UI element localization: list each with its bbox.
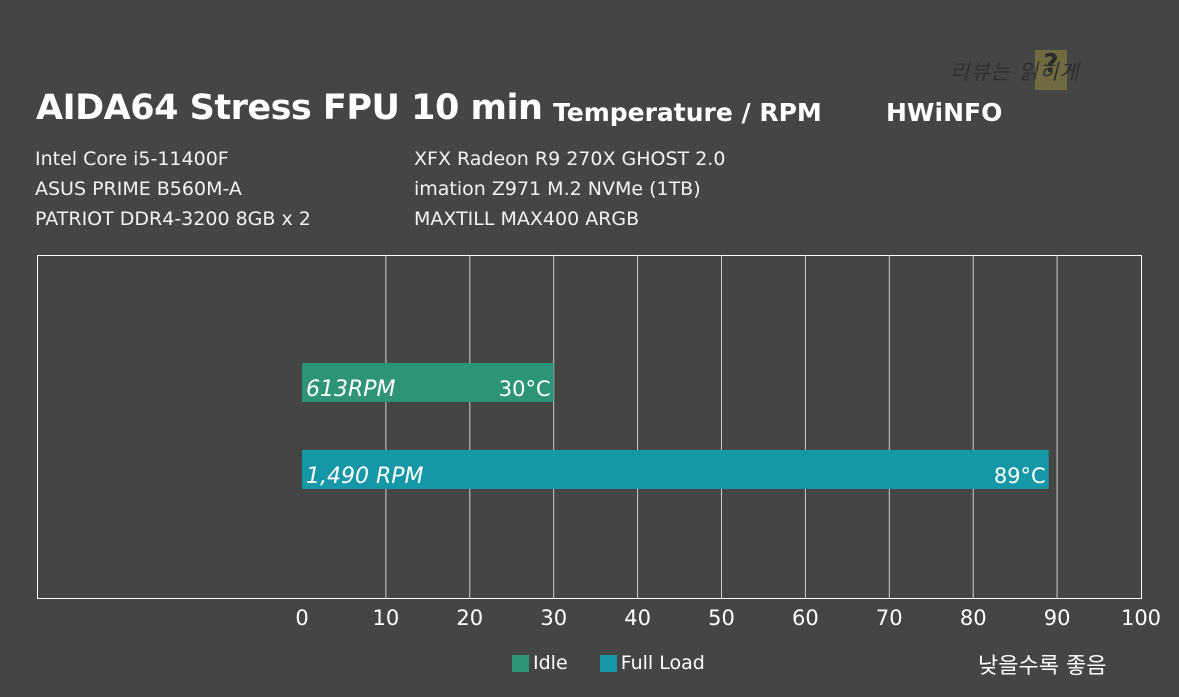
legend-swatch-full-load [599, 654, 617, 672]
bar-rpm-label-idle: 613RPM [306, 377, 396, 402]
spec-cpu: Intel Core i5-11400F [35, 148, 229, 170]
watermark: 리뷰는 읽히게 [950, 60, 1080, 84]
x-tick-label-60: 60 [792, 606, 819, 630]
legend-item-idle: Idle [512, 652, 568, 674]
bar-value-label-idle: 30°C [499, 377, 551, 401]
bar-idle [302, 363, 554, 402]
x-tick-label-0: 0 [295, 606, 308, 630]
bar-rpm-label-full-load: 1,490 RPM [306, 464, 424, 489]
x-tick-label-30: 30 [540, 606, 567, 630]
data-source-label: HWiNFO [886, 98, 1003, 127]
plot-frame [37, 255, 1142, 599]
lower-is-better-note: 낮을수록 좋음 [978, 654, 1107, 679]
x-tick-label-80: 80 [960, 606, 987, 630]
chart-title: AIDA64 Stress FPU 10 min [36, 88, 543, 128]
legend-swatch-idle [512, 654, 529, 672]
watermark-question-icon: ? [1043, 49, 1059, 79]
legend-label-full-load: Full Load [620, 652, 705, 674]
legend: Idle Full Load [512, 652, 731, 677]
x-tick-label-100: 100 [1121, 606, 1161, 630]
x-tick-label-50: 50 [708, 606, 735, 630]
legend-item-full-load: Full Load [599, 652, 705, 674]
spec-psu: MAXTILL MAX400 ARGB [414, 208, 640, 230]
x-tick-label-40: 40 [624, 606, 651, 630]
x-tick-label-20: 20 [456, 606, 483, 630]
bar-full-load [302, 450, 1049, 489]
x-tick-label-10: 10 [373, 606, 400, 630]
spec-motherboard: ASUS PRIME B560M-A [35, 178, 242, 200]
bar-value-label-full-load: 89°C [994, 464, 1046, 488]
chart-subtitle: Temperature / RPM [553, 98, 822, 127]
x-tick-label-70: 70 [876, 606, 903, 630]
spec-memory: PATRIOT DDR4-3200 8GB x 2 [35, 208, 311, 230]
spec-storage: imation Z971 M.2 NVMe (1TB) [414, 178, 701, 200]
watermark-logo-box [1035, 50, 1067, 90]
x-tick-label-90: 90 [1044, 606, 1071, 630]
legend-label-idle: Idle [533, 652, 568, 674]
spec-gpu: XFX Radeon R9 270X GHOST 2.0 [414, 148, 726, 170]
